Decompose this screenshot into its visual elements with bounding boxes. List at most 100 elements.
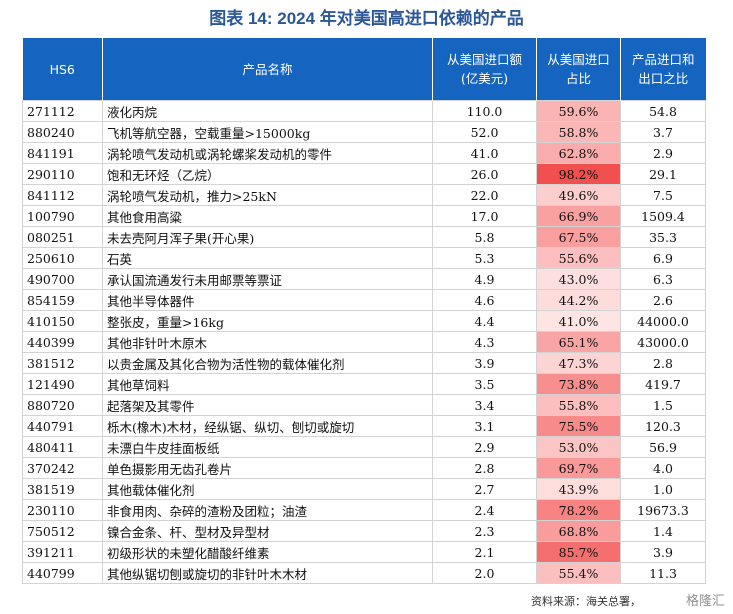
cell-product-name: 栎木(橡木)木材，经纵锯、纵切、刨切或旋切 — [102, 415, 433, 437]
table-row: 440799 其他纵锯切刨或旋切的非针叶木木材 2.0 55.4% 11.3 — [22, 562, 706, 584]
table-row: 490700 承认国流通发行未用邮票等票证 4.9 43.0% 6.3 — [22, 268, 706, 290]
cell-hs6: 410150 — [22, 310, 103, 332]
cell-product-name: 单色摄影用无齿孔卷片 — [102, 457, 433, 479]
cell-import-value: 2.4 — [432, 499, 537, 521]
cell-hs6: 440799 — [22, 562, 103, 584]
cell-import-value: 2.7 — [432, 478, 537, 500]
cell-hs6: 230110 — [22, 499, 103, 521]
table-row: 271112 液化丙烷 110.0 59.6% 54.8 — [22, 100, 706, 122]
cell-product-name: 液化丙烷 — [102, 100, 433, 122]
cell-hs6: 841112 — [22, 184, 103, 206]
cell-import-share: 49.6% — [536, 184, 621, 206]
table-row: 480411 未漂白牛皮挂面板纸 2.9 53.0% 56.9 — [22, 436, 706, 458]
cell-import-export-ratio: 6.9 — [620, 247, 706, 269]
cell-hs6: 480411 — [22, 436, 103, 458]
cell-product-name: 涡轮喷气发动机，推力>25kN — [102, 184, 433, 206]
cell-import-share: 44.2% — [536, 289, 621, 311]
table-row: 250610 石英 5.3 55.6% 6.9 — [22, 247, 706, 269]
cell-hs6: 854159 — [22, 289, 103, 311]
cell-import-export-ratio: 2.6 — [620, 289, 706, 311]
cell-hs6: 100790 — [22, 205, 103, 227]
table-row: 381512 以贵金属及其化合物为活性物的载体催化剂 3.9 47.3% 2.8 — [22, 352, 706, 374]
cell-product-name: 其他载体催化剂 — [102, 478, 433, 500]
cell-import-export-ratio: 1.5 — [620, 394, 706, 416]
table-row: 440791 栎木(橡木)木材，经纵锯、纵切、刨切或旋切 3.1 75.5% 120.3 — [22, 415, 706, 437]
header-hs6: HS6 — [22, 38, 103, 101]
table-row: 410150 整张皮，重量>16kg 4.4 41.0% 44000.0 — [22, 310, 706, 332]
table-row: 381519 其他载体催化剂 2.7 43.9% 1.0 — [22, 478, 706, 500]
cell-product-name: 镍合金条、杆、型材及异型材 — [102, 520, 433, 542]
cell-import-share: 68.8% — [536, 520, 621, 542]
cell-import-export-ratio: 7.5 — [620, 184, 706, 206]
table-row: 854159 其他半导体器件 4.6 44.2% 2.6 — [22, 289, 706, 311]
cell-import-share: 69.7% — [536, 457, 621, 479]
cell-import-export-ratio: 11.3 — [620, 562, 706, 584]
cell-import-value: 5.8 — [432, 226, 537, 248]
cell-import-share: 85.7% — [536, 541, 621, 563]
cell-hs6: 080251 — [22, 226, 103, 248]
cell-import-value: 5.3 — [432, 247, 537, 269]
cell-import-share: 62.8% — [536, 142, 621, 164]
cell-import-export-ratio: 2.9 — [620, 142, 706, 164]
cell-import-share: 55.8% — [536, 394, 621, 416]
table-row: 440399 其他非针叶木原木 4.3 65.1% 43000.0 — [22, 331, 706, 353]
cell-import-value: 2.3 — [432, 520, 537, 542]
cell-product-name: 石英 — [102, 247, 433, 269]
cell-product-name: 以贵金属及其化合物为活性物的载体催化剂 — [102, 352, 433, 374]
cell-hs6: 440791 — [22, 415, 103, 437]
cell-import-share: 41.0% — [536, 310, 621, 332]
cell-product-name: 初级形状的未塑化醋酸纤维素 — [102, 541, 433, 563]
table-row: 230110 非食用肉、杂碎的渣粉及团粒；油渣 2.4 78.2% 19673.3 — [22, 499, 706, 521]
cell-import-share: 53.0% — [536, 436, 621, 458]
cell-import-export-ratio: 4.0 — [620, 457, 706, 479]
cell-import-value: 110.0 — [432, 100, 537, 122]
cell-import-share: 98.2% — [536, 163, 621, 185]
cell-import-export-ratio: 1509.4 — [620, 205, 706, 227]
table-row: 080251 未去壳阿月浑子果(开心果) 5.8 67.5% 35.3 — [22, 226, 706, 248]
cell-import-value: 2.8 — [432, 457, 537, 479]
header-row: HS6 产品名称 从美国进口额 (亿美元) 从美国进口 占比 产品进口和 出口之… — [22, 38, 706, 101]
cell-hs6: 440399 — [22, 331, 103, 353]
header-import-export-ratio: 产品进口和 出口之比 — [620, 38, 706, 101]
cell-import-value: 3.5 — [432, 373, 537, 395]
cell-import-share: 59.6% — [536, 100, 621, 122]
cell-import-export-ratio: 29.1 — [620, 163, 706, 185]
cell-product-name: 未去壳阿月浑子果(开心果) — [102, 226, 433, 248]
cell-import-export-ratio: 2.8 — [620, 352, 706, 374]
watermark-logo: 格隆汇 — [685, 594, 725, 609]
table-row: 750512 镍合金条、杆、型材及异型材 2.3 68.8% 1.4 — [22, 520, 706, 542]
cell-import-export-ratio: 19673.3 — [620, 499, 706, 521]
header-product-name: 产品名称 — [102, 38, 433, 101]
cell-import-share: 43.0% — [536, 268, 621, 290]
cell-hs6: 750512 — [22, 520, 103, 542]
cell-import-export-ratio: 56.9 — [620, 436, 706, 458]
cell-import-share: 78.2% — [536, 499, 621, 521]
cell-product-name: 饱和无环烃（乙烷） — [102, 163, 433, 185]
cell-import-export-ratio: 120.3 — [620, 415, 706, 437]
cell-import-export-ratio: 3.9 — [620, 541, 706, 563]
cell-import-value: 2.0 — [432, 562, 537, 584]
cell-import-export-ratio: 1.4 — [620, 520, 706, 542]
cell-import-share: 55.6% — [536, 247, 621, 269]
cell-product-name: 承认国流通发行未用邮票等票证 — [102, 268, 433, 290]
table-row: 370242 单色摄影用无齿孔卷片 2.8 69.7% 4.0 — [22, 457, 706, 479]
cell-product-name: 其他非针叶木原木 — [102, 331, 433, 353]
cell-hs6: 490700 — [22, 268, 103, 290]
cell-import-value: 26.0 — [432, 163, 537, 185]
cell-import-value: 17.0 — [432, 205, 537, 227]
cell-import-export-ratio: 35.3 — [620, 226, 706, 248]
cell-product-name: 其他草饲料 — [102, 373, 433, 395]
cell-import-value: 41.0 — [432, 142, 537, 164]
cell-hs6: 271112 — [22, 100, 103, 122]
cell-hs6: 370242 — [22, 457, 103, 479]
table-row: 100790 其他食用高粱 17.0 66.9% 1509.4 — [22, 205, 706, 227]
cell-product-name: 未漂白牛皮挂面板纸 — [102, 436, 433, 458]
cell-import-share: 75.5% — [536, 415, 621, 437]
cell-hs6: 381512 — [22, 352, 103, 374]
table-row: 880240 飞机等航空器，空载重量>15000kg 52.0 58.8% 3.7 — [22, 121, 706, 143]
table-row: 880720 起落架及其零件 3.4 55.8% 1.5 — [22, 394, 706, 416]
header-import-share: 从美国进口 占比 — [536, 38, 621, 101]
cell-hs6: 841191 — [22, 142, 103, 164]
table-title: 图表 14: 2024 年对美国高进口依赖的产品 — [209, 9, 524, 28]
table-row: 841112 涡轮喷气发动机，推力>25kN 22.0 49.6% 7.5 — [22, 184, 706, 206]
